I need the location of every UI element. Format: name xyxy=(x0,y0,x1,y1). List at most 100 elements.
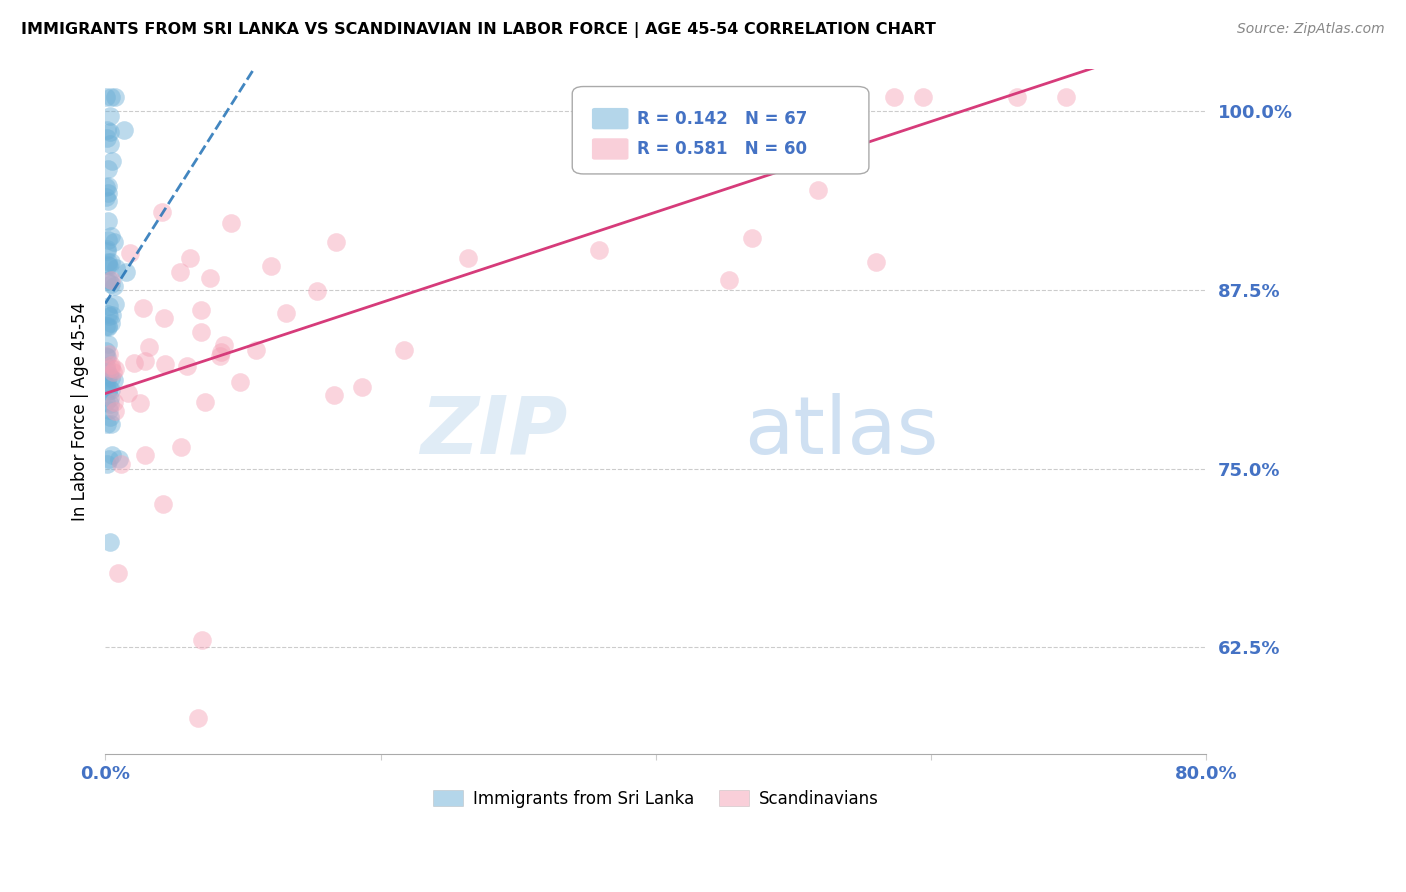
Point xyxy=(198,271,221,285)
Point xyxy=(100,316,122,330)
Point xyxy=(138,340,160,354)
Point xyxy=(107,566,129,581)
Point xyxy=(104,362,127,376)
Point xyxy=(122,356,145,370)
Point xyxy=(97,307,120,321)
Point xyxy=(190,325,212,339)
Point xyxy=(96,372,118,386)
Point xyxy=(98,109,121,123)
Point xyxy=(98,391,121,405)
Point xyxy=(98,397,121,411)
Point xyxy=(96,274,118,288)
Point xyxy=(100,154,122,169)
Point xyxy=(98,137,121,152)
Point xyxy=(120,246,142,260)
Point xyxy=(588,243,610,257)
Point xyxy=(94,379,117,393)
Point xyxy=(100,417,122,432)
Point xyxy=(100,277,122,291)
Point xyxy=(97,319,120,334)
Point xyxy=(101,448,124,462)
Point xyxy=(155,357,177,371)
Point xyxy=(741,231,763,245)
Point xyxy=(169,440,191,454)
Point xyxy=(100,254,122,268)
Text: atlas: atlas xyxy=(744,393,938,471)
Point xyxy=(104,90,127,104)
Point xyxy=(209,349,232,363)
Point xyxy=(209,345,232,359)
Point xyxy=(100,358,122,372)
Point xyxy=(96,417,118,431)
Point xyxy=(98,534,121,549)
Point xyxy=(97,403,120,417)
Point xyxy=(132,301,155,315)
Point xyxy=(96,359,118,373)
Point xyxy=(96,131,118,145)
Y-axis label: In Labor Force | Age 45-54: In Labor Force | Age 45-54 xyxy=(72,301,89,521)
Point xyxy=(153,310,176,325)
Point xyxy=(782,90,804,104)
Point xyxy=(97,233,120,247)
Point xyxy=(1054,90,1077,104)
Point xyxy=(844,104,866,119)
Point xyxy=(212,338,235,352)
Point xyxy=(103,373,125,387)
Point xyxy=(100,371,122,385)
Point xyxy=(94,90,117,104)
Text: IMMIGRANTS FROM SRI LANKA VS SCANDINAVIAN IN LABOR FORCE | AGE 45-54 CORRELATION: IMMIGRANTS FROM SRI LANKA VS SCANDINAVIA… xyxy=(21,22,936,38)
Point xyxy=(97,258,120,272)
Point xyxy=(245,343,267,358)
Point xyxy=(117,386,139,401)
Point xyxy=(97,162,120,177)
Point xyxy=(96,244,118,259)
Point xyxy=(187,711,209,725)
Point xyxy=(229,375,252,389)
Point xyxy=(110,457,132,471)
Point xyxy=(100,308,122,322)
Text: Source: ZipAtlas.com: Source: ZipAtlas.com xyxy=(1237,22,1385,37)
Point xyxy=(152,497,174,511)
Point xyxy=(883,90,905,104)
Point xyxy=(169,265,191,279)
Point xyxy=(114,264,136,278)
Point xyxy=(912,90,935,104)
Point xyxy=(190,632,212,647)
Point xyxy=(96,457,118,471)
Point xyxy=(97,368,120,382)
Point xyxy=(98,259,121,273)
Point xyxy=(100,383,122,397)
Point xyxy=(103,394,125,409)
Legend: Immigrants from Sri Lanka, Scandinavians: Immigrants from Sri Lanka, Scandinavians xyxy=(426,783,886,814)
Point xyxy=(94,319,117,334)
Point xyxy=(96,364,118,378)
Point xyxy=(112,122,135,136)
Point xyxy=(97,319,120,334)
Point xyxy=(97,384,120,398)
Point xyxy=(260,260,283,274)
Point xyxy=(97,254,120,268)
Point xyxy=(108,452,131,467)
Point xyxy=(103,365,125,379)
Point xyxy=(94,190,117,204)
Point xyxy=(97,186,120,200)
Point xyxy=(1007,90,1029,104)
Point xyxy=(307,284,329,298)
Point xyxy=(219,217,242,231)
Point xyxy=(865,255,887,269)
Point xyxy=(94,180,117,194)
Point xyxy=(98,409,121,424)
Text: R = 0.142   N = 67: R = 0.142 N = 67 xyxy=(637,110,807,128)
Point xyxy=(807,183,830,197)
Point xyxy=(194,395,217,409)
Point xyxy=(97,299,120,313)
Point xyxy=(100,228,122,243)
Point xyxy=(711,90,734,104)
Point xyxy=(796,90,818,104)
Point xyxy=(100,360,122,375)
Point xyxy=(105,260,128,275)
Point xyxy=(96,395,118,409)
Point xyxy=(129,396,152,410)
Point xyxy=(103,235,125,249)
Text: ZIP: ZIP xyxy=(420,393,568,471)
